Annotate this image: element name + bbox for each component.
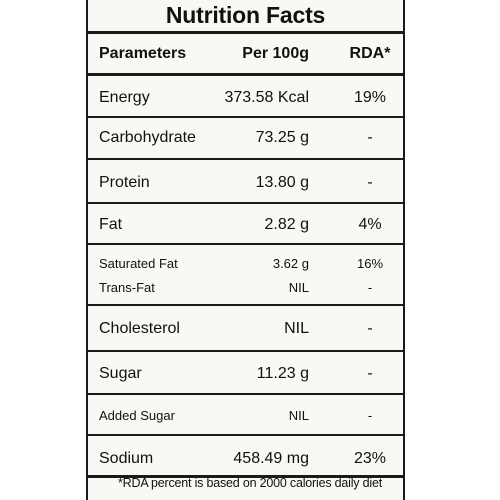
nutrient-name: Protein: [99, 174, 150, 191]
divider: [88, 73, 403, 76]
nutrient-value: 73.25 g: [255, 129, 309, 146]
divider: [88, 202, 403, 204]
divider: [88, 304, 403, 306]
nutrient-value: 373.58 Kcal: [224, 89, 309, 106]
nutrient-rda: -: [367, 408, 373, 423]
divider: [88, 475, 403, 478]
nutrient-rda: -: [367, 174, 373, 191]
nutrient-rda: -: [367, 280, 373, 295]
nutrient-value: 13.80 g: [255, 174, 309, 191]
nutrient-name: Saturated Fat: [99, 256, 178, 271]
nutrient-rda: -: [367, 365, 373, 382]
nutrient-name: Sodium: [99, 450, 154, 467]
nutrient-rda: 23%: [353, 450, 387, 467]
nutrient-name: Trans-Fat: [99, 280, 155, 295]
nutrition-facts-panel: Nutrition Facts Parameters Per 100g RDA*…: [86, 0, 405, 500]
divider: [88, 434, 403, 436]
nutrient-value: 2.82 g: [264, 216, 309, 233]
divider: [88, 350, 403, 352]
nutrient-rda: -: [367, 129, 373, 146]
header-rda: RDA*: [349, 45, 391, 62]
nutrient-name: Cholesterol: [99, 320, 180, 337]
divider: [88, 243, 403, 245]
header-parameters: Parameters: [99, 45, 187, 62]
nutrient-rda: 19%: [353, 89, 387, 106]
nutrient-rda: 16%: [356, 256, 384, 271]
divider: [88, 393, 403, 395]
nutrient-name: Energy: [99, 89, 150, 106]
header-per-100g: Per 100g: [242, 45, 309, 62]
divider: [88, 31, 403, 34]
nutrition-facts-title: Nutrition Facts: [165, 2, 326, 28]
nutrient-name: Sugar: [99, 365, 142, 382]
nutrient-value: 11.23 g: [256, 365, 309, 382]
nutrient-rda: 4%: [358, 216, 382, 233]
nutrient-name: Fat: [99, 216, 123, 233]
nutrient-value: NIL: [288, 408, 309, 423]
nutrient-rda: -: [367, 320, 373, 337]
nutrient-value: NIL: [288, 280, 309, 295]
nutrient-value: 458.49 mg: [233, 450, 309, 467]
divider: [88, 116, 403, 118]
rda-footnote: *RDA percent is based on 2000 calories d…: [118, 476, 382, 490]
nutrient-value: NIL: [284, 320, 309, 337]
nutrient-name: Added Sugar: [99, 408, 175, 423]
divider: [88, 158, 403, 160]
nutrient-name: Carbohydrate: [99, 129, 196, 146]
nutrient-value: 3.62 g: [272, 256, 309, 271]
